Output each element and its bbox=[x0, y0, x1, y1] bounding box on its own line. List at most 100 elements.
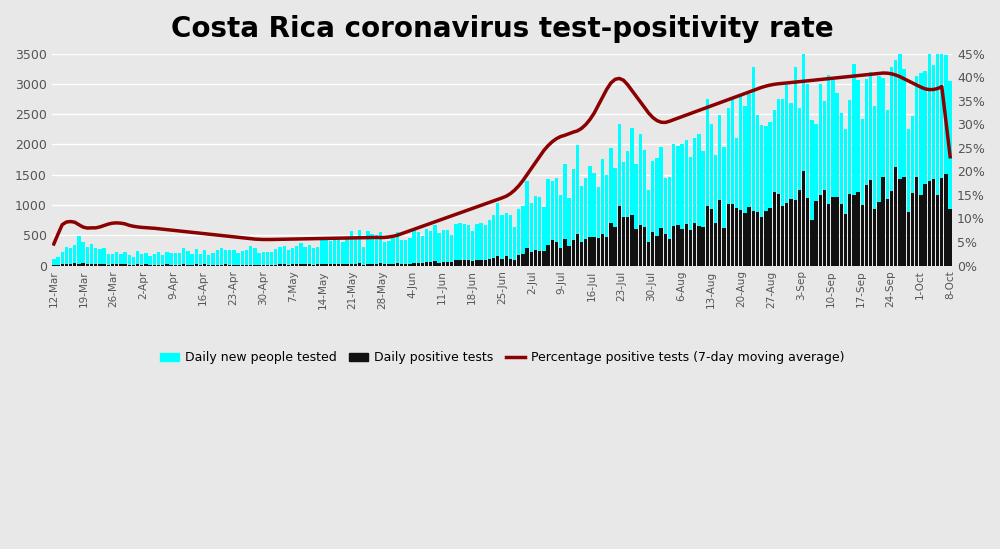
Bar bbox=[119, 265, 123, 266]
Bar bbox=[634, 229, 638, 266]
Bar bbox=[902, 69, 906, 266]
Bar bbox=[714, 223, 717, 266]
Bar bbox=[580, 242, 583, 266]
Bar bbox=[90, 244, 93, 266]
Bar bbox=[463, 260, 466, 266]
Bar bbox=[588, 237, 592, 266]
Bar bbox=[517, 209, 520, 266]
Bar bbox=[370, 264, 374, 266]
Bar bbox=[69, 264, 72, 266]
Bar bbox=[948, 81, 952, 266]
Bar bbox=[450, 235, 453, 266]
Bar bbox=[781, 99, 784, 266]
Bar bbox=[56, 265, 60, 266]
Bar bbox=[207, 255, 210, 266]
Bar bbox=[659, 228, 663, 266]
Bar bbox=[207, 265, 210, 266]
Bar bbox=[505, 256, 508, 266]
Bar bbox=[881, 177, 885, 266]
Bar bbox=[153, 254, 156, 266]
Bar bbox=[940, 178, 943, 266]
Bar bbox=[316, 265, 319, 266]
Bar bbox=[819, 83, 822, 266]
Bar bbox=[551, 240, 554, 266]
Bar bbox=[467, 260, 470, 266]
Bar bbox=[685, 225, 688, 266]
Bar bbox=[153, 265, 156, 266]
Bar bbox=[370, 234, 374, 266]
Bar bbox=[693, 138, 696, 266]
Bar bbox=[128, 265, 131, 266]
Bar bbox=[253, 248, 257, 266]
Bar bbox=[408, 238, 412, 266]
Bar bbox=[132, 257, 135, 266]
Bar bbox=[404, 264, 407, 266]
Bar bbox=[86, 264, 89, 266]
Bar bbox=[283, 264, 286, 266]
Bar bbox=[542, 251, 546, 266]
Bar bbox=[203, 265, 206, 266]
Bar bbox=[521, 254, 525, 266]
Bar bbox=[341, 264, 345, 266]
Bar bbox=[743, 213, 747, 266]
Bar bbox=[727, 108, 730, 266]
Bar bbox=[505, 213, 508, 266]
Bar bbox=[944, 55, 948, 266]
Bar bbox=[597, 187, 600, 266]
Bar bbox=[429, 231, 432, 266]
Bar bbox=[186, 265, 190, 266]
Bar bbox=[169, 253, 173, 266]
Bar bbox=[442, 262, 445, 266]
Bar bbox=[433, 225, 437, 266]
Bar bbox=[178, 253, 181, 266]
Bar bbox=[77, 264, 81, 266]
Bar bbox=[835, 197, 839, 266]
Bar bbox=[840, 113, 843, 266]
Bar bbox=[211, 265, 215, 266]
Bar bbox=[52, 259, 56, 266]
Bar bbox=[190, 265, 194, 266]
Bar bbox=[308, 245, 311, 266]
Bar bbox=[530, 203, 533, 266]
Bar bbox=[81, 242, 85, 266]
Bar bbox=[525, 181, 529, 266]
Bar bbox=[111, 254, 114, 266]
Bar bbox=[814, 201, 818, 266]
Bar bbox=[928, 181, 931, 266]
Bar bbox=[647, 191, 650, 266]
Bar bbox=[500, 259, 504, 266]
Bar bbox=[923, 71, 927, 266]
Bar bbox=[676, 146, 680, 266]
Bar bbox=[123, 265, 127, 266]
Bar bbox=[232, 265, 236, 266]
Bar bbox=[752, 67, 755, 266]
Bar bbox=[567, 198, 571, 266]
Bar bbox=[693, 223, 696, 266]
Bar bbox=[789, 199, 793, 266]
Bar bbox=[894, 60, 897, 266]
Bar bbox=[844, 130, 847, 266]
Bar bbox=[412, 263, 416, 266]
Bar bbox=[454, 224, 458, 266]
Bar bbox=[358, 229, 361, 266]
Bar bbox=[827, 75, 830, 266]
Bar bbox=[944, 175, 948, 266]
Bar bbox=[840, 204, 843, 266]
Bar bbox=[802, 54, 805, 266]
Bar bbox=[844, 214, 847, 266]
Bar bbox=[450, 262, 453, 266]
Bar bbox=[865, 185, 868, 266]
Bar bbox=[643, 150, 646, 266]
Bar bbox=[396, 232, 399, 266]
Bar bbox=[396, 264, 399, 266]
Bar bbox=[794, 200, 797, 266]
Bar bbox=[128, 255, 131, 266]
Bar bbox=[622, 217, 625, 266]
Bar bbox=[199, 254, 202, 266]
Bar bbox=[236, 265, 240, 266]
Bar bbox=[266, 265, 269, 266]
Bar bbox=[764, 211, 768, 266]
Bar bbox=[391, 264, 395, 266]
Bar bbox=[886, 199, 889, 266]
Bar bbox=[551, 181, 554, 266]
